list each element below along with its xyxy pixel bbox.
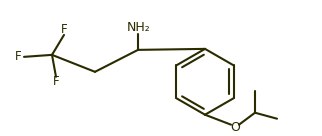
Text: F: F: [61, 23, 67, 36]
Text: F: F: [15, 50, 21, 63]
Text: F: F: [53, 75, 59, 88]
Text: NH₂: NH₂: [127, 21, 151, 34]
Text: O: O: [230, 121, 240, 134]
